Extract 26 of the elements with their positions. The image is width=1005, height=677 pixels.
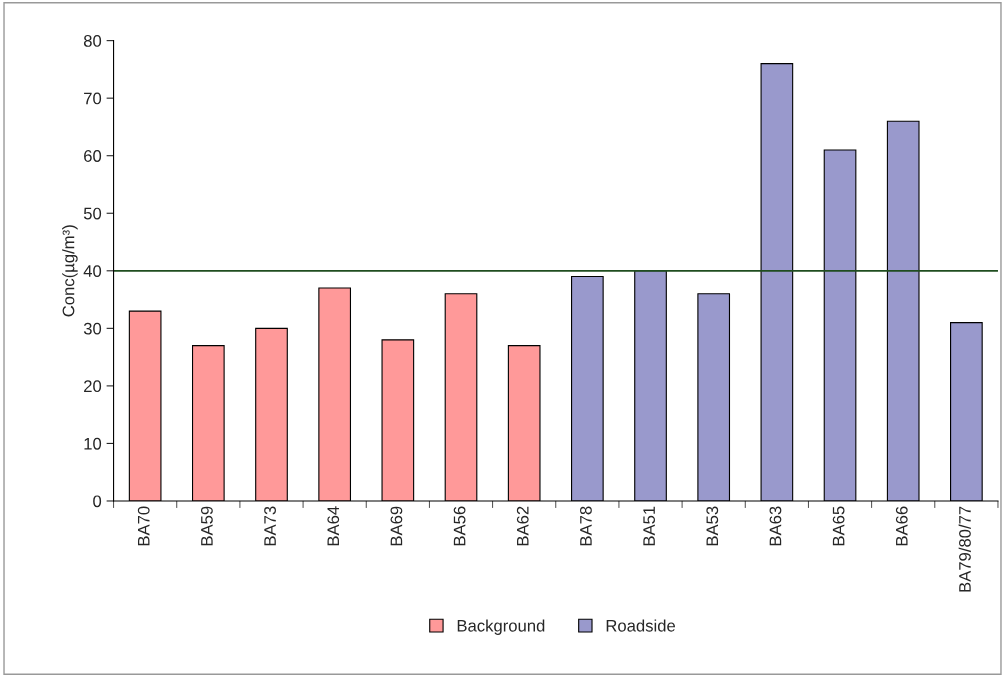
y-tick-label: 20 [84, 380, 102, 393]
x-tick-label: BA65 [832, 506, 845, 546]
x-tick-label: BA59 [200, 506, 213, 546]
x-tick-label: BA78 [580, 506, 592, 546]
legend-label: Background [457, 619, 545, 635]
y-axis-title: Conc(µg/m³) [62, 225, 78, 317]
legend-label: Roadside [606, 619, 676, 632]
x-tick-label: BA53 [706, 506, 719, 546]
x-tick-label: BA66 [895, 506, 908, 546]
x-tick-label: BA73 [264, 506, 276, 546]
y-tick-label: 40 [83, 265, 102, 277]
x-tick-label: BA70 [137, 506, 150, 546]
x-tick-label: BA51 [643, 506, 655, 546]
y-tick-label: 50 [83, 207, 102, 220]
y-tick-label: 70 [84, 92, 102, 105]
y-tick-label: 60 [84, 150, 102, 162]
x-tick-label: BA64 [327, 506, 340, 546]
x-tick-label: BA62 [516, 506, 529, 546]
x-tick-label: BA79/80/77 [958, 506, 971, 592]
x-tick-label: BA69 [390, 506, 403, 546]
y-tick-label: 10 [84, 437, 102, 450]
x-tick-label: BA56 [453, 506, 466, 546]
y-tick-label: 30 [83, 322, 102, 335]
y-tick-label: 0 [93, 495, 102, 508]
y-tick-label: 80 [83, 35, 102, 47]
x-tick-label: BA63 [769, 506, 782, 546]
